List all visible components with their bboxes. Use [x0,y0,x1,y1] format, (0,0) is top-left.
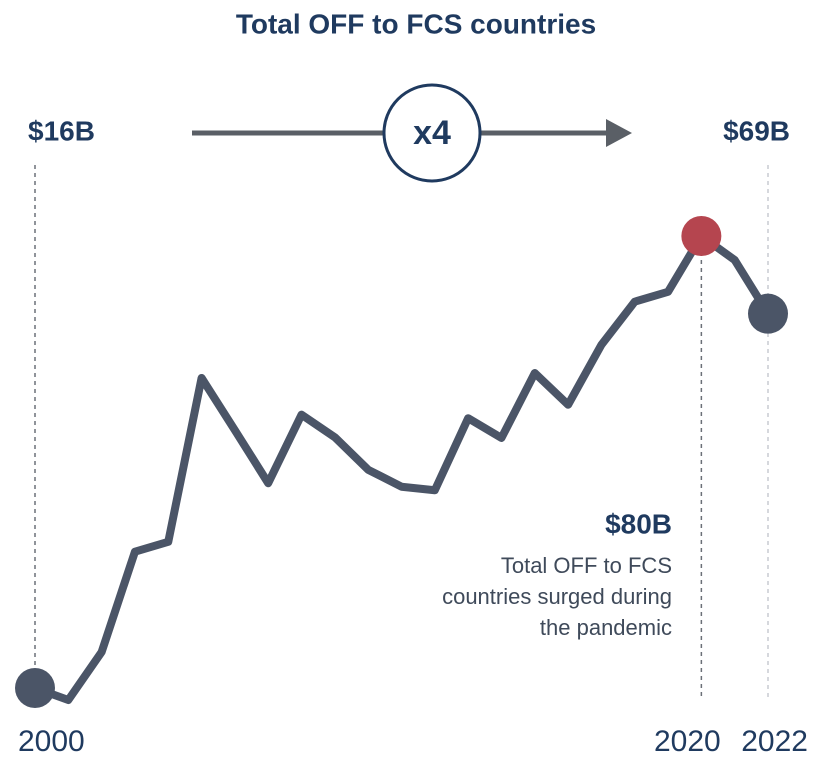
point-marker [748,293,788,334]
chart-title: Total OFF to FCS countries [236,8,596,39]
line-series [31,232,772,704]
x-tick-label: 2020 [654,725,721,758]
x-tick-label: 2022 [741,725,808,758]
annotation-line: countries surged during [442,584,672,609]
point-marker [681,216,722,256]
multiplier-circle [382,83,482,183]
arrow-head [606,119,632,147]
annotation-line: Total OFF to FCS [501,553,672,578]
x-tick-label: 2000 [18,725,85,758]
value-label: $80B [605,508,672,539]
value-label: $16B [28,115,95,146]
point-marker [15,667,55,708]
multiplier-label: x4 [413,114,451,152]
annotation-line: the pandemic [540,615,672,640]
value-label: $69B [723,115,790,146]
